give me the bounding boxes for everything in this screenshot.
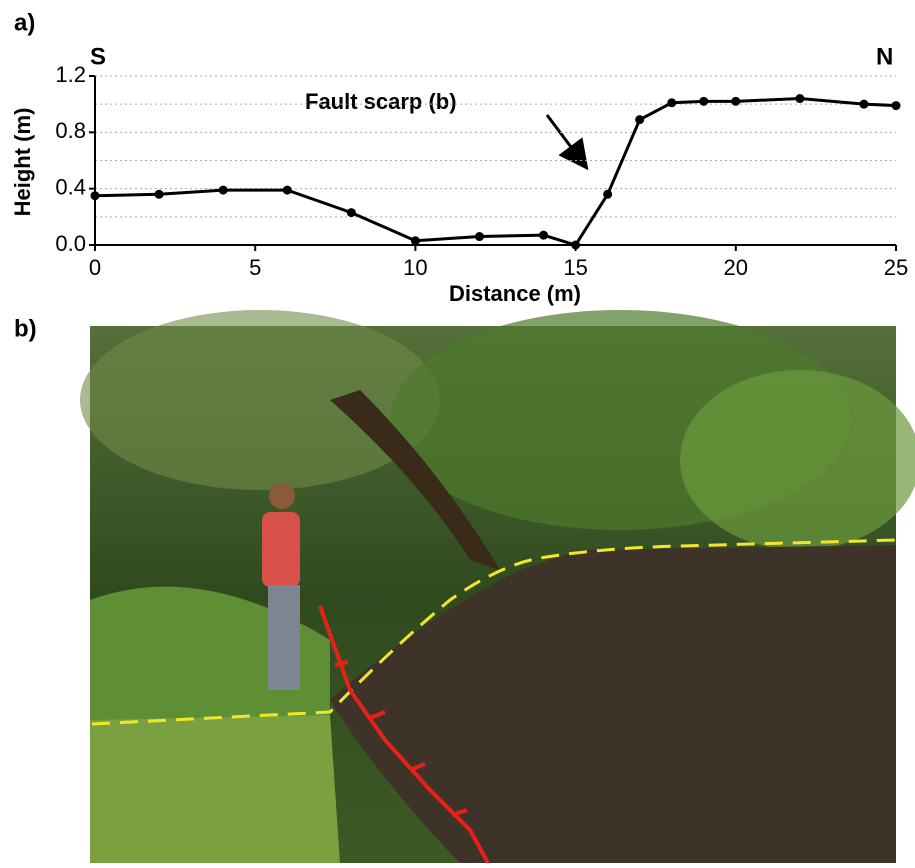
point	[411, 236, 420, 245]
point	[571, 241, 580, 250]
point	[603, 190, 612, 199]
panel-label: a)	[14, 9, 35, 36]
y-tick-label: 0.0	[55, 231, 86, 256]
point	[475, 232, 484, 241]
end-label: N	[876, 43, 893, 70]
panel-label: b)	[14, 315, 37, 342]
y-tick-label: 0.4	[55, 174, 86, 199]
line	[95, 99, 896, 245]
point	[91, 191, 100, 200]
grass	[90, 715, 340, 863]
point	[539, 231, 548, 240]
point	[347, 208, 356, 217]
start-label: S	[90, 43, 106, 70]
x-tick-label: 25	[884, 255, 908, 280]
point	[892, 101, 901, 110]
point	[795, 94, 804, 103]
point	[859, 100, 868, 109]
annotation-arrow	[547, 115, 583, 163]
x-tick-label: 15	[563, 255, 587, 280]
x-axis-label: Distance (m)	[449, 281, 581, 306]
point	[283, 186, 292, 195]
annotation: Fault scarp (b)	[305, 89, 457, 114]
x-tick-label: 20	[724, 255, 748, 280]
point	[699, 97, 708, 106]
point	[731, 97, 740, 106]
point	[155, 190, 164, 199]
point	[219, 186, 228, 195]
photo	[80, 310, 915, 863]
plot: 0.0 0.4 0.8 1.2 0 5 10 15 20 25	[55, 62, 908, 280]
point	[635, 115, 644, 124]
figure: a) b) S N Distance (m) Height (m) Fault …	[0, 0, 915, 863]
y-axis-label: Height (m)	[10, 108, 35, 217]
x-tick-label: 5	[249, 255, 261, 280]
y-tick-label: 0.8	[55, 118, 86, 143]
foliage	[80, 310, 440, 490]
foliage	[680, 370, 915, 550]
x-tick-label: 0	[89, 255, 101, 280]
y-tick-label: 1.2	[55, 62, 86, 87]
point	[667, 98, 676, 107]
x-tick-label: 10	[403, 255, 427, 280]
